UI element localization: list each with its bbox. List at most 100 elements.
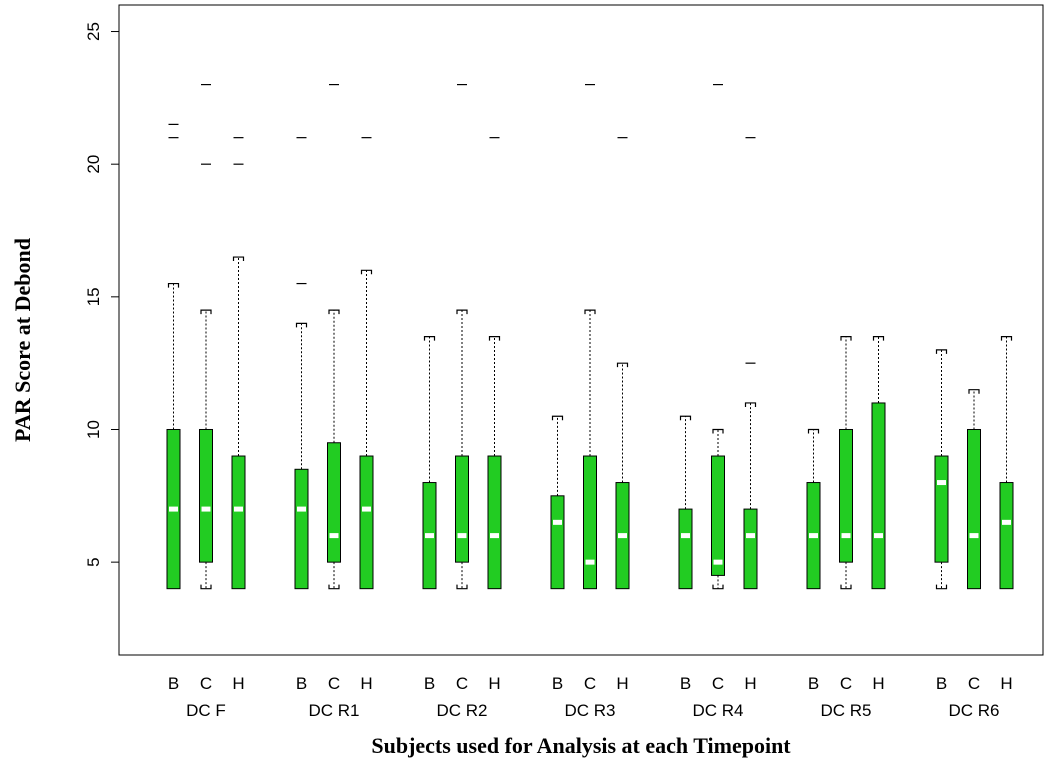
box-dc-r1-h (359, 137, 374, 590)
x-axis-title: Subjects used for Analysis at each Timep… (371, 733, 791, 758)
box-body (583, 455, 597, 590)
group-label: DC R1 (308, 701, 359, 720)
box-dc-r6-b (934, 349, 949, 590)
median-mark (201, 506, 211, 512)
box-dc-r1-c (327, 83, 341, 590)
whisker-cap-upper (584, 309, 596, 315)
y-tick-label: 15 (84, 287, 103, 306)
box-body (743, 508, 758, 590)
subgroup-label: H (360, 674, 372, 693)
group-label: DC R6 (948, 701, 999, 720)
box-body (711, 455, 725, 576)
whisker-cap-upper (968, 389, 980, 394)
box-dc-r2-c (455, 83, 469, 590)
median-mark (937, 480, 946, 486)
whisker-cap-upper (744, 402, 757, 407)
y-tick-label: 20 (84, 155, 103, 174)
whisker-cap-upper (551, 415, 564, 421)
group-label: DC R5 (820, 701, 871, 720)
subgroup-label: B (552, 674, 563, 693)
whisker-cap-upper (232, 256, 245, 262)
whisker-cap-lower (935, 584, 948, 590)
box-dc-r1-b (294, 137, 309, 590)
box-dc-r3-h (615, 137, 630, 590)
subgroup-label: C (328, 674, 340, 693)
y-tick-label: 25 (84, 22, 103, 41)
box-body (967, 428, 981, 590)
y-tick-label: 10 (84, 420, 103, 439)
subgroup-label: H (488, 674, 500, 693)
y-tick-label: 5 (84, 557, 103, 566)
box-dc-r4-b (678, 415, 693, 590)
subgroup-label: C (200, 674, 212, 693)
box-dc-f-c (199, 83, 213, 590)
subgroup-label: H (616, 674, 628, 693)
median-mark (1002, 519, 1011, 525)
group-label: DC R2 (436, 701, 487, 720)
box-body (455, 455, 469, 563)
median-mark (362, 506, 371, 512)
median-mark (809, 533, 818, 539)
median-mark (969, 533, 979, 539)
whisker-cap-lower (200, 584, 212, 590)
plot-frame (118, 4, 1044, 656)
box-dc-r5-b (806, 428, 821, 590)
box-body (871, 402, 886, 590)
median-mark (585, 559, 595, 565)
whisker-cap-upper (807, 428, 820, 434)
subgroup-label: B (296, 674, 307, 693)
median-mark (553, 519, 562, 525)
box-dc-f-h (231, 137, 246, 590)
subgroup-label: C (968, 674, 980, 693)
box-body (550, 495, 565, 590)
subgroup-label: C (840, 674, 852, 693)
whisker-cap-upper (456, 309, 468, 315)
subgroup-label: B (808, 674, 819, 693)
subgroup-label: C (584, 674, 596, 693)
median-mark (490, 533, 499, 539)
box-body (199, 428, 213, 563)
median-mark (874, 533, 883, 539)
box-body (487, 455, 502, 590)
whisker-cap-upper (167, 282, 180, 288)
whisker-cap-lower (456, 584, 468, 590)
whisker-cap-upper (935, 349, 948, 354)
box-dc-r2-h (487, 137, 502, 590)
median-mark (329, 533, 339, 539)
box-dc-r6-c (967, 389, 981, 590)
box-body (678, 508, 693, 590)
box-dc-r6-h (999, 336, 1014, 590)
box-body (359, 455, 374, 590)
box-body (999, 482, 1014, 590)
whisker-cap-upper (712, 428, 724, 434)
subgroup-label: H (1000, 674, 1012, 693)
median-mark (713, 559, 723, 565)
median-mark (681, 533, 690, 539)
whisker-cap-upper (423, 336, 436, 341)
whisker-cap-lower (840, 584, 852, 590)
box-body (231, 455, 246, 590)
box-dc-r5-h (871, 336, 886, 590)
group-label: DC R3 (564, 701, 615, 720)
box-body (294, 468, 309, 590)
whisker-cap-upper (616, 362, 629, 368)
median-mark (169, 506, 178, 512)
whisker-cap-upper (488, 336, 501, 341)
median-mark (425, 533, 434, 539)
median-mark (297, 506, 306, 512)
median-mark (618, 533, 627, 539)
subgroup-label: C (712, 674, 724, 693)
whisker-cap-lower (328, 584, 340, 590)
median-mark (841, 533, 851, 539)
x-axis-labels: B C HDC FB C HDC R1B C HDC R2B C HDC R3B C HDC R4B… (168, 674, 1013, 720)
box-dc-r2-b (422, 336, 437, 590)
whisker-cap-upper (200, 309, 212, 315)
whisker-cap-upper (360, 269, 373, 275)
group-label: DC R4 (692, 701, 743, 720)
subgroup-label: B (424, 674, 435, 693)
box-body (327, 442, 341, 563)
box-dc-f-b (166, 123, 181, 590)
subgroup-label: C (456, 674, 468, 693)
box-dc-r5-c (839, 336, 853, 590)
